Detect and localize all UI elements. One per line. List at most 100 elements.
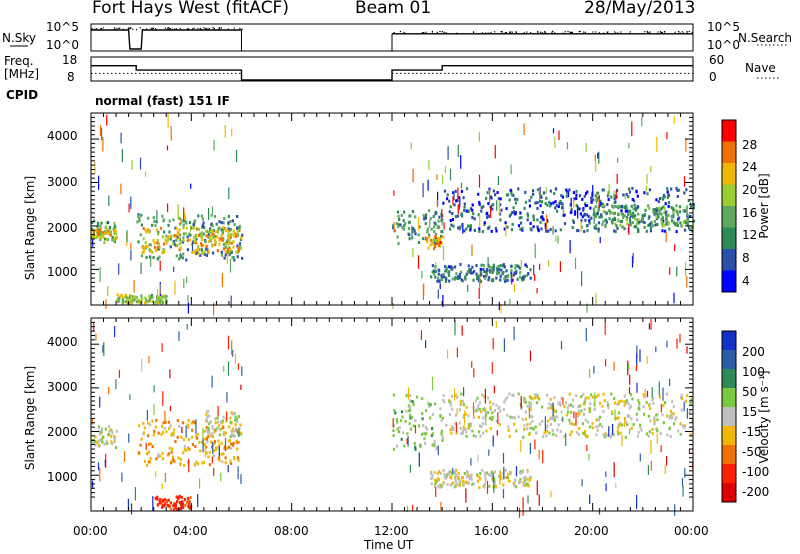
velocity-cell <box>492 477 496 481</box>
power-cell <box>226 251 229 254</box>
power-cell <box>188 221 192 224</box>
velocity-cell <box>679 432 682 436</box>
velocity-cell <box>472 415 475 419</box>
velocity-cell-speck <box>414 425 417 434</box>
power-cell <box>536 201 539 205</box>
velocity-cell <box>615 416 618 420</box>
velocity-cell-speck <box>128 433 130 443</box>
velocity-cell <box>487 396 490 400</box>
power-cell <box>612 212 615 216</box>
power-cell <box>209 238 212 242</box>
power-cell <box>113 238 116 242</box>
power-cbar-segment <box>722 184 736 206</box>
power-ytick: 2000 <box>47 221 78 235</box>
power-cell <box>568 188 571 192</box>
power-cell <box>492 189 495 193</box>
power-cell-speck <box>457 187 459 201</box>
velocity-cell <box>155 418 158 422</box>
velocity-cell <box>499 409 502 413</box>
power-cell-speck <box>686 205 688 214</box>
power-cell <box>197 247 200 251</box>
velocity-cell <box>543 431 546 435</box>
power-cell <box>646 192 649 196</box>
velocity-cell <box>625 401 628 405</box>
velocity-cell-speck <box>644 389 646 398</box>
power-cell <box>572 191 575 195</box>
power-cell <box>514 271 518 275</box>
velocity-cell <box>187 504 190 508</box>
velocity-cell-speck <box>227 361 230 376</box>
velocity-cell <box>513 481 516 485</box>
velocity-cell <box>210 440 213 444</box>
power-cell <box>665 222 668 226</box>
velocity-cell <box>177 497 180 501</box>
power-cell <box>582 207 585 211</box>
velocity-cell <box>234 429 237 433</box>
velocity-cell <box>628 414 631 418</box>
power-cell-speck <box>592 184 594 198</box>
velocity-cell-speck <box>544 416 546 432</box>
power-cell <box>510 191 513 195</box>
velocity-cell-speck <box>473 368 475 378</box>
velocity-cell <box>168 446 171 450</box>
velocity-cell-speck <box>123 451 126 462</box>
power-cell <box>601 205 604 209</box>
power-cbar-frame <box>721 119 737 293</box>
velocity-cell <box>636 434 639 438</box>
power-cell <box>148 230 151 234</box>
velocity-cell <box>174 506 177 510</box>
power-cell <box>107 232 110 235</box>
power-cell-speck <box>441 215 443 226</box>
velocity-cell <box>461 429 464 433</box>
velocity-cell <box>217 439 220 443</box>
velocity-cell <box>414 445 417 449</box>
power-cell <box>454 276 457 280</box>
velocity-cell <box>161 424 164 428</box>
velocity-cell <box>631 397 634 401</box>
power-cell <box>189 233 192 237</box>
velocity-cell-speck <box>99 396 101 408</box>
velocity-cell <box>229 446 232 450</box>
power-cell <box>610 195 613 199</box>
power-cell <box>182 223 185 227</box>
velocity-cell <box>439 407 442 411</box>
power-cell <box>140 213 143 217</box>
velocity-cell <box>524 476 527 480</box>
velocity-cell <box>582 431 585 435</box>
velocity-cell <box>619 431 622 435</box>
power-cell <box>487 202 490 206</box>
power-cell <box>135 296 138 300</box>
velocity-cell <box>536 396 540 400</box>
nsky-point <box>595 31 597 33</box>
power-cell <box>117 296 120 300</box>
power-cell <box>182 239 185 243</box>
nsky-point <box>119 27 121 29</box>
power-cell <box>230 250 233 254</box>
velocity-cell <box>173 507 176 511</box>
x-tick: 00:00 <box>674 524 709 538</box>
nsky-point <box>620 31 622 33</box>
velocity-cell <box>398 426 401 430</box>
power-cell <box>145 230 148 234</box>
power-cell <box>585 224 589 228</box>
power-cell <box>687 199 690 202</box>
velocity-cell <box>234 427 238 431</box>
velocity-cell-speck <box>178 331 180 341</box>
velocity-cell <box>617 423 620 427</box>
power-cell <box>667 222 670 226</box>
velocity-cell-speck <box>464 410 466 425</box>
velocity-cell <box>556 428 559 432</box>
power-cell <box>675 210 679 214</box>
velocity-cell <box>597 393 600 397</box>
velocity-cbar-tick: 15 <box>742 405 758 419</box>
velocity-cell <box>223 431 226 435</box>
power-cell-speck <box>478 174 481 188</box>
power-cell <box>536 225 539 229</box>
power-cell <box>175 238 178 242</box>
velocity-cell <box>206 429 209 433</box>
power-cell <box>629 223 632 227</box>
velocity-cell <box>471 482 474 486</box>
velocity-cell <box>626 423 629 427</box>
velocity-cell-speck <box>234 353 237 364</box>
power-cell <box>465 187 469 191</box>
